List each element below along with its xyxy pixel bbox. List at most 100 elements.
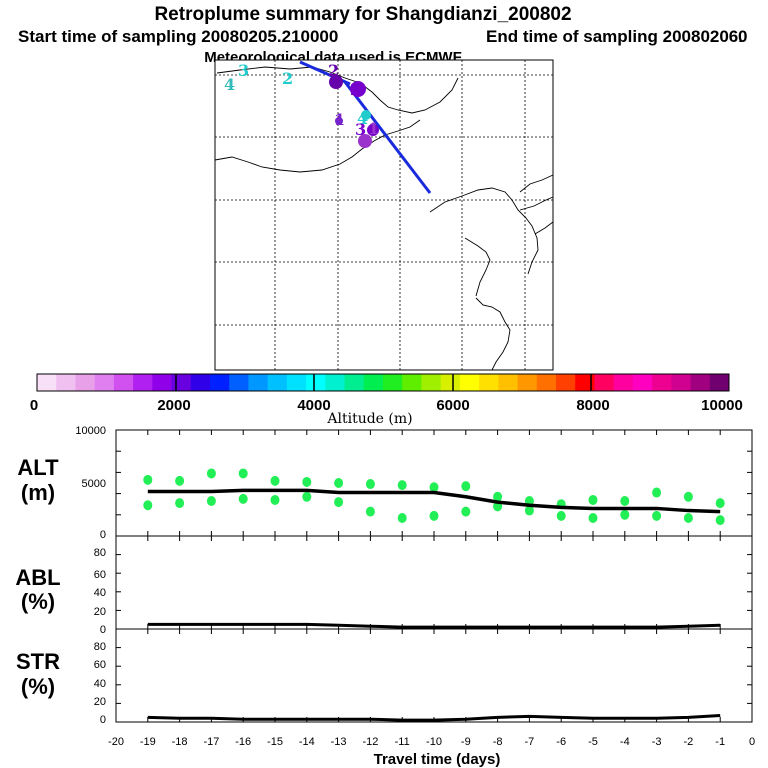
plume-markers (329, 75, 379, 148)
alt-particle-point (556, 510, 566, 521)
alt-particle-point (397, 512, 407, 523)
map: 4 3 2 2 2 1 4 3 1 (214, 59, 554, 371)
alt-particle-point (620, 509, 630, 520)
plume-label: 4 (357, 109, 368, 128)
alt-particle-point (206, 496, 216, 507)
colorbar-cell (210, 374, 230, 391)
alt-particle-point (334, 478, 344, 488)
plume-label: 1 (334, 110, 345, 129)
colorbar-tick: 4000 (297, 397, 330, 414)
x-tick-label: -12 (362, 736, 378, 748)
colorbar-cell (325, 374, 346, 391)
alt-particle-point (429, 482, 439, 493)
x-tick-label: -17 (203, 736, 219, 748)
abl-panel-unit: (%) (21, 589, 55, 614)
str-ytick: 0 (100, 714, 106, 726)
str-ytick: 20 (94, 696, 106, 708)
colorbar-cell (286, 374, 307, 391)
alt-particle-point (715, 515, 725, 526)
end-time-suffix: 0 (738, 27, 747, 46)
colorbar-cell (306, 374, 326, 391)
abl-ytick: 40 (94, 587, 106, 599)
plume-label: 2 (350, 80, 361, 99)
str-ytick: 40 (94, 678, 106, 690)
alt-particle-point (397, 480, 407, 491)
x-tick-label: -10 (426, 736, 442, 748)
alt-particle-point (620, 496, 630, 507)
colorbar-tick: 10000 (701, 397, 743, 414)
colorbar-cell (690, 374, 711, 391)
abl-panel-label: ABL (15, 565, 60, 590)
end-time-label: End time of sampling 20080206. (486, 27, 743, 46)
alt-particle-point (270, 475, 280, 486)
colorbar-cell (171, 374, 192, 391)
alt-particle-point (302, 476, 312, 487)
colorbar-cell (152, 374, 173, 391)
colorbar-cell (402, 374, 422, 391)
colorbar-cell (594, 374, 615, 391)
axis-tickmarks (115, 429, 753, 723)
str-ytick: 60 (94, 659, 106, 671)
colorbar-cell (37, 374, 57, 391)
colorbar-title: Altitude (m) (326, 411, 412, 427)
colorbar-cell (75, 374, 96, 391)
alt-particle-point (206, 468, 216, 479)
colorbar-cell (671, 374, 692, 391)
alt-particle-point (334, 497, 344, 508)
colorbar-cell (498, 374, 519, 391)
plume-label: 4 (224, 75, 235, 94)
colorbar-cells (37, 374, 730, 391)
alt-particle-point (143, 474, 153, 485)
alt-particle-point (715, 498, 725, 509)
colorbar-cell (575, 374, 595, 391)
altitude-colorbar: 0 2000 4000 6000 8000 10000 Altitude (m) (30, 373, 743, 427)
colorbar-cell (229, 374, 249, 391)
alt-particle-point (365, 506, 375, 517)
alt-particle-point (683, 491, 693, 502)
x-tick-labels: -20 -19 -18 -17 -16 -15 -14 -13 -12 -11 -10 -9 -8 -7-… (108, 736, 755, 748)
colorbar-cell (344, 374, 365, 391)
alt-median-line (147, 488, 721, 514)
alt-particle-point (175, 475, 185, 486)
alt-particle-point (461, 481, 471, 492)
time-series-panels: ALT (m) ABL (%) STR (%) 10000 5000 0 80 … (15, 425, 755, 768)
str-line (147, 713, 721, 722)
colorbar-cell (613, 374, 634, 391)
x-tick-label: -13 (331, 736, 347, 748)
map-gridlines (215, 60, 553, 370)
plume-label: 2 (282, 69, 293, 88)
x-tick-label: 0 (749, 736, 755, 748)
plume-label: 3 (238, 61, 249, 80)
alt-particle-point (365, 479, 375, 490)
alt-ytick: 0 (100, 529, 106, 541)
plume-labels: 4 3 2 2 2 1 4 3 1 (224, 61, 379, 139)
alt-particle-point (588, 494, 598, 505)
colorbar-cell (190, 374, 211, 391)
colorbar-cell (709, 374, 730, 391)
str-ytick: 80 (94, 641, 106, 653)
figure-title: Retroplume summary for Shangdianzi_20080… (154, 4, 571, 25)
colorbar-cell (133, 374, 153, 391)
str-panel-label: STR (16, 649, 60, 674)
alt-particle-point (429, 510, 439, 521)
x-tick-label: -5 (588, 736, 598, 748)
colorbar-cell (94, 374, 115, 391)
abl-ytick: 20 (94, 606, 106, 618)
str-panel-unit: (%) (21, 674, 55, 699)
alt-particle-point (588, 512, 598, 523)
alt-particle-point (302, 491, 312, 502)
x-tick-label: -1 (715, 736, 725, 748)
colorbar-dividers (175, 374, 592, 391)
x-tick-label: -4 (620, 736, 630, 748)
alt-particle-point (524, 505, 534, 516)
x-tick-label: -20 (108, 736, 124, 748)
x-tick-label: -7 (525, 736, 535, 748)
colorbar-tick: 6000 (436, 397, 469, 414)
alt-particle-point (461, 506, 471, 517)
colorbar-cell (113, 374, 134, 391)
x-tick-label: -14 (299, 736, 315, 748)
colorbar-cell (383, 374, 403, 391)
x-tick-label: -15 (267, 736, 283, 748)
alt-particle-point (238, 468, 248, 479)
